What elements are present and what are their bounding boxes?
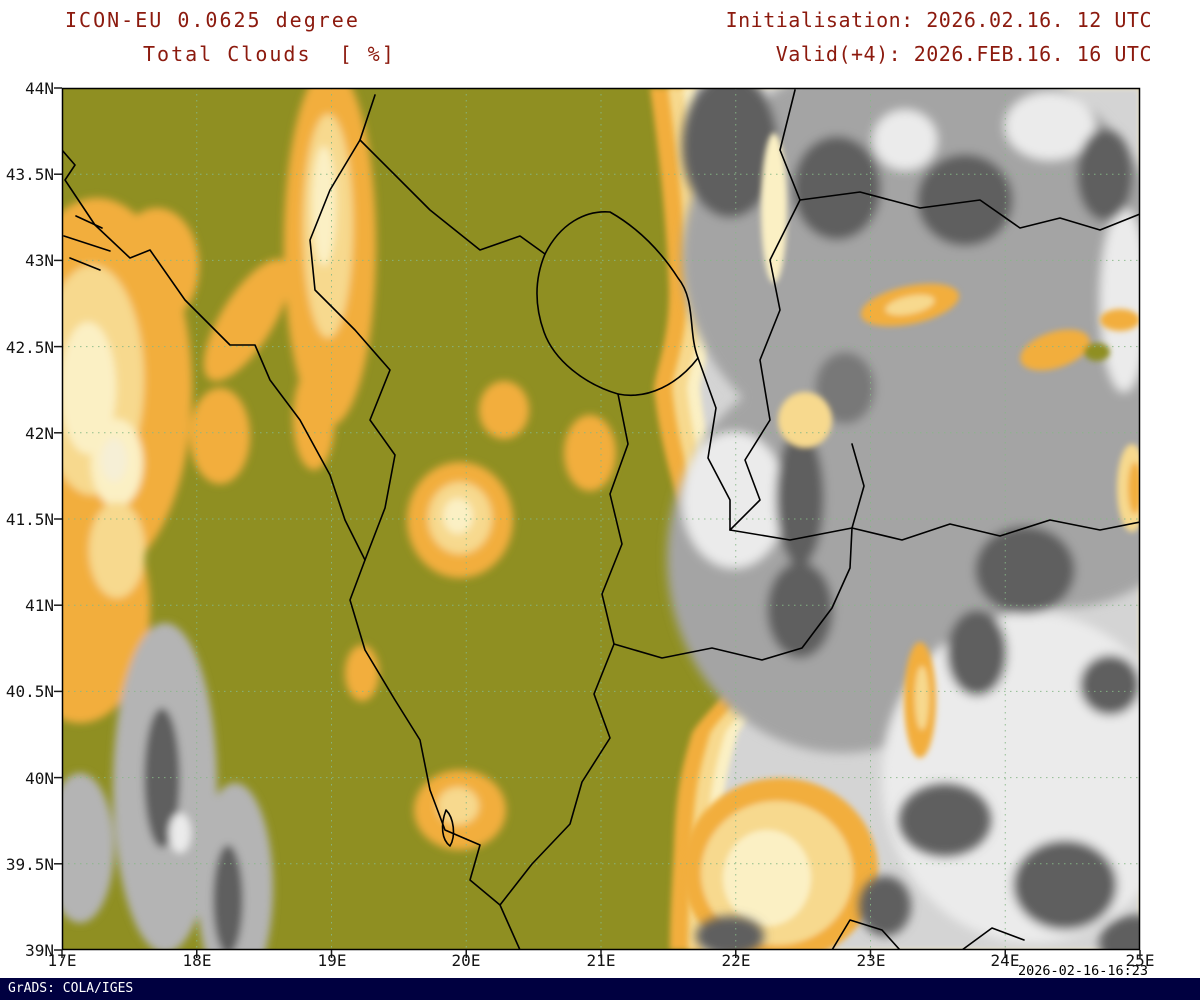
corfu-island [441, 809, 455, 847]
lon-label: 19E [317, 951, 347, 970]
variable-title: Total Clouds [ %] [143, 42, 396, 66]
lon-label: 20E [451, 951, 481, 970]
adriatic-islands [63, 215, 111, 271]
east-gray-texture [667, 88, 1140, 950]
bosnia-serbia-border [359, 139, 546, 255]
lat-label: 41.5N [5, 510, 54, 529]
danube-border [799, 191, 1140, 231]
valid-time: Valid(+4): 2026.FEB.16. 16 UTC [775, 42, 1152, 66]
macedonia-north-border [697, 357, 853, 541]
cloud-cover-map [54, 87, 1141, 958]
footer-bar: GrADS: COLA/IGES [0, 978, 1200, 1000]
west-clouds [62, 88, 616, 950]
model-title: ICON-EU 0.0625 degree [65, 8, 360, 32]
greece-bulgaria-border [851, 519, 1140, 541]
lon-label: 21E [586, 951, 616, 970]
lon-label: 24E [990, 951, 1020, 970]
aegean-coastline [831, 919, 1025, 950]
lon-label: 18E [182, 951, 212, 970]
bosnia-montenegro-border [309, 94, 396, 561]
cloud-field [62, 88, 1140, 950]
map-frame [61, 87, 1141, 951]
lon-label: 25E [1125, 951, 1155, 970]
country-borders [62, 89, 1140, 950]
grads-credit: GrADS: COLA/IGES [8, 981, 134, 996]
albania-east-border [499, 393, 629, 906]
lat-label: 44N [25, 79, 54, 98]
east-clouds [650, 88, 1140, 950]
lat-label: 43.5N [5, 165, 54, 184]
macedonia-greece-border [613, 527, 853, 661]
east-warm-spots [682, 133, 1140, 950]
lat-label: 41N [25, 596, 54, 615]
lat-label: 42N [25, 424, 54, 443]
lat-label: 42.5N [5, 338, 54, 357]
axis-ticks [54, 87, 1141, 958]
adriatic-coastline [62, 149, 521, 950]
lon-label: 22E [721, 951, 751, 970]
lon-label: 23E [856, 951, 886, 970]
init-time: Initialisation: 2026.02.16. 12 UTC [725, 8, 1152, 32]
bulgaria-west-border [851, 443, 865, 529]
lat-label: 39N [25, 941, 54, 960]
lat-label: 39.5N [5, 855, 54, 874]
map-region [54, 87, 1141, 958]
lat-label: 43N [25, 251, 54, 270]
east-gray-over [696, 784, 991, 950]
creation-timestamp: 2026-02-16-16:23 [1017, 963, 1148, 979]
serbia-east-border [729, 89, 801, 531]
lat-label: 40.5N [5, 682, 54, 701]
lat-label: 40N [25, 769, 54, 788]
lon-label: 17E [47, 951, 77, 970]
